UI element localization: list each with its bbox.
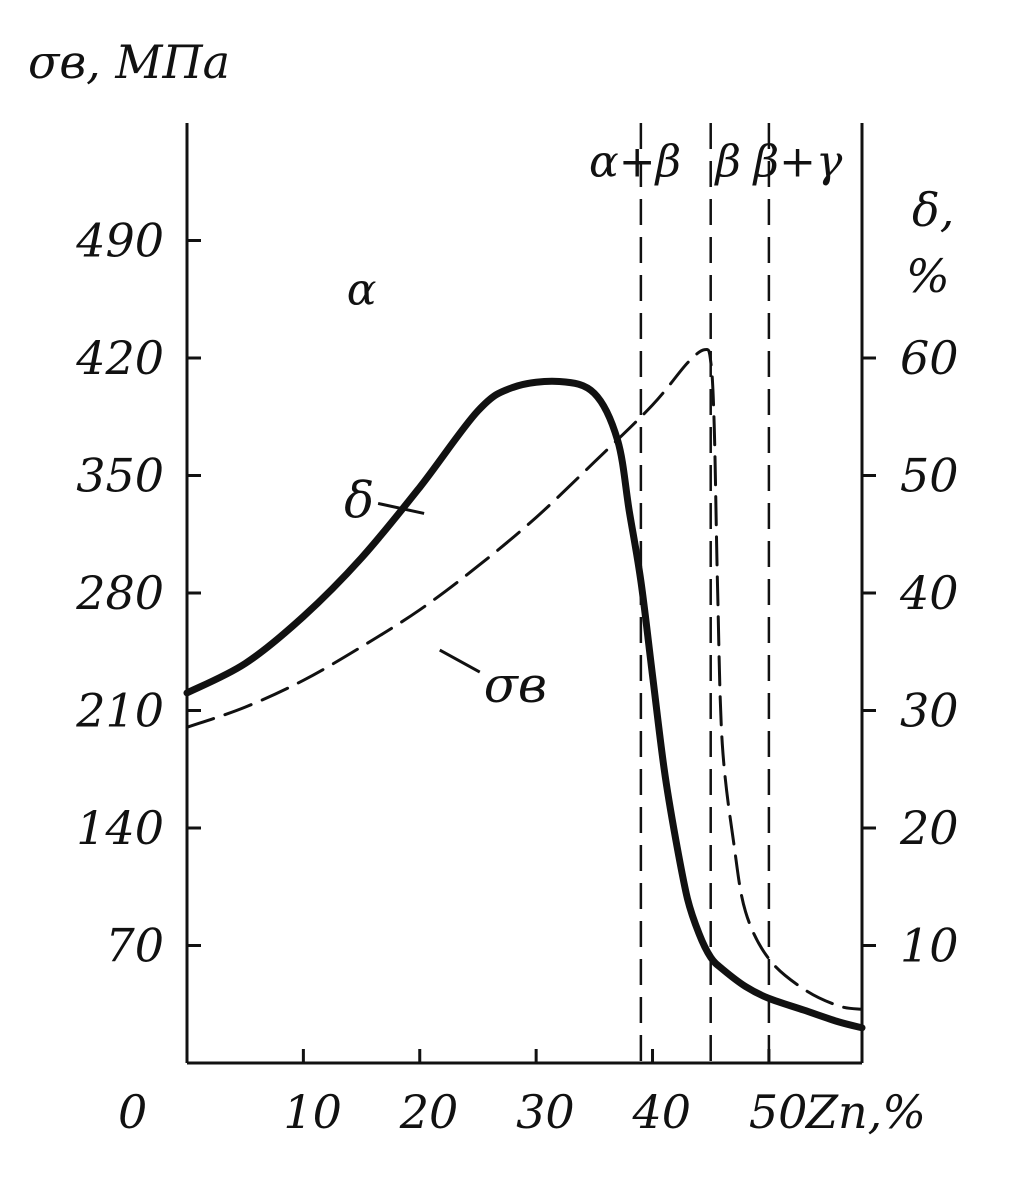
- y-left-tick-label: 350: [76, 449, 164, 503]
- series-lines: [183, 348, 866, 1032]
- y-right-tick-label: 30: [900, 684, 959, 738]
- y-right-tick-label: 10: [900, 919, 959, 973]
- x-tick-label: 50: [749, 1085, 808, 1139]
- y-right-tick-label: 60: [900, 331, 959, 385]
- y-right-tick-label: 40: [899, 566, 959, 620]
- series-delta-line: [183, 377, 866, 1032]
- y-left-tick-label: 490: [75, 214, 164, 268]
- series-annotation: σв: [484, 656, 547, 714]
- series-sigma-line: [185, 348, 864, 1011]
- y-left-tick-label: 70: [105, 919, 164, 973]
- labels: σв, МПа δ, % Zn,% 0 10 20 30 40 50 70 140 210 280…: [28, 35, 959, 1139]
- y-left-tick-label: 210: [75, 684, 164, 738]
- y-right-axis-unit: %: [906, 249, 950, 303]
- x-tick-label: 20: [399, 1085, 459, 1139]
- y-right-axis-title: δ,: [912, 183, 954, 237]
- y-left-tick-label: 420: [75, 331, 164, 385]
- y-left-tick-label: 280: [75, 566, 164, 620]
- y-left-tick-label: 140: [76, 801, 164, 855]
- x-axis-title: Zn,%: [804, 1085, 926, 1139]
- phase-label: α: [347, 264, 377, 315]
- x-tick-label: 30: [516, 1085, 575, 1139]
- phase-boundaries: [639, 123, 864, 1063]
- y-right-tick-label: 20: [899, 801, 959, 855]
- phase-label: α+β: [589, 137, 681, 188]
- x-tick-label: 40: [632, 1085, 692, 1139]
- x-tick-label: 10: [283, 1085, 342, 1139]
- y-right-tick-label: 50: [900, 449, 959, 503]
- y-left-axis-title: σв, МПа: [28, 35, 230, 89]
- phase-label: β+γ: [752, 137, 843, 188]
- series-annotation: δ: [344, 471, 374, 529]
- axes: [185, 123, 876, 1065]
- phase-label: β: [713, 137, 740, 188]
- x-tick-label: 0: [118, 1085, 147, 1139]
- annotation-leader: [439, 648, 481, 674]
